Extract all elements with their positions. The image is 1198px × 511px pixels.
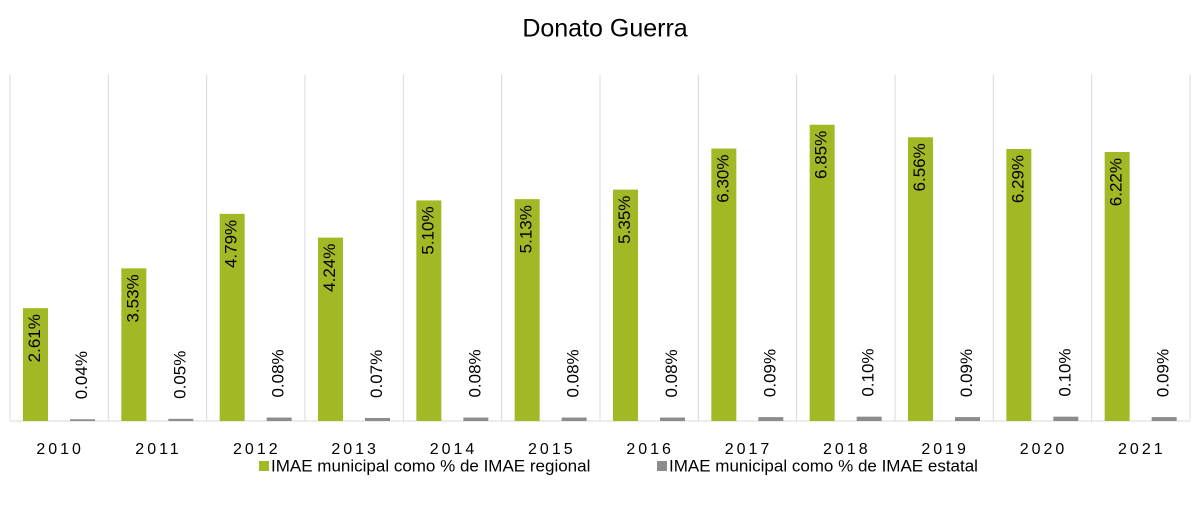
value-label: 0.10% bbox=[859, 348, 878, 396]
x-tick-label: 2014 bbox=[430, 441, 478, 458]
value-label: 6.29% bbox=[1008, 155, 1027, 203]
x-tick-label: 2020 bbox=[1020, 441, 1068, 458]
bar bbox=[561, 417, 587, 421]
x-tick-label: 2011 bbox=[135, 441, 181, 458]
value-label: 0.08% bbox=[662, 349, 681, 397]
bar bbox=[70, 419, 95, 421]
value-label: 0.08% bbox=[564, 349, 583, 397]
legend-swatch bbox=[259, 461, 269, 471]
value-label: 0.09% bbox=[957, 349, 976, 397]
bar bbox=[514, 199, 540, 421]
value-label: 6.22% bbox=[1107, 158, 1126, 206]
value-label: 4.24% bbox=[320, 244, 339, 292]
bar bbox=[758, 417, 784, 421]
x-tick-label: 2019 bbox=[921, 441, 969, 458]
bar bbox=[613, 189, 638, 421]
bar bbox=[1104, 151, 1130, 422]
bar bbox=[219, 213, 245, 421]
chart-title: Donato Guerra bbox=[522, 15, 687, 43]
x-tick-label: 2012 bbox=[233, 441, 281, 458]
value-label: 6.30% bbox=[713, 155, 732, 203]
bar bbox=[23, 308, 48, 421]
x-tick-label: 2016 bbox=[626, 441, 674, 458]
value-label: 6.85% bbox=[812, 131, 831, 179]
value-label: 5.13% bbox=[517, 205, 536, 253]
x-tick-label: 2017 bbox=[725, 441, 773, 458]
value-label: 6.56% bbox=[910, 143, 929, 191]
legend-label: IMAE municipal como % de IMAE estatal bbox=[669, 456, 978, 475]
x-tick-label: 2015 bbox=[528, 441, 576, 458]
bar bbox=[1053, 416, 1079, 421]
bar bbox=[955, 417, 980, 421]
bar bbox=[809, 124, 835, 422]
bar bbox=[168, 418, 194, 421]
x-tick-label: 2021 bbox=[1118, 441, 1166, 458]
value-label: 0.08% bbox=[269, 349, 288, 397]
bar bbox=[416, 200, 442, 421]
value-label: 0.08% bbox=[465, 349, 484, 397]
value-label: 0.09% bbox=[760, 349, 779, 397]
bar bbox=[266, 417, 292, 421]
value-label: 0.07% bbox=[367, 350, 386, 398]
value-label: 0.09% bbox=[1154, 349, 1173, 397]
x-tick-label: 2013 bbox=[331, 441, 379, 458]
bar bbox=[908, 137, 933, 421]
bar bbox=[660, 417, 685, 421]
x-tick-label: 2010 bbox=[36, 441, 84, 458]
bar bbox=[711, 148, 737, 421]
bar bbox=[121, 268, 147, 421]
x-tick-label: 2018 bbox=[823, 441, 871, 458]
legend-swatch bbox=[657, 461, 667, 471]
bar bbox=[856, 416, 882, 421]
bar bbox=[1006, 148, 1032, 421]
bar bbox=[318, 237, 343, 421]
value-label: 3.53% bbox=[123, 274, 142, 322]
value-label: 0.04% bbox=[72, 351, 91, 399]
value-label: 0.10% bbox=[1055, 348, 1074, 396]
value-label: 2.61% bbox=[25, 314, 44, 362]
value-label: 0.05% bbox=[170, 351, 189, 399]
bar bbox=[365, 417, 390, 421]
value-label: 5.10% bbox=[418, 206, 437, 254]
bar bbox=[1151, 417, 1177, 421]
value-label: 5.35% bbox=[615, 196, 634, 244]
value-label: 4.79% bbox=[222, 220, 241, 268]
bar bbox=[463, 417, 489, 421]
legend-label: IMAE municipal como % de IMAE regional bbox=[271, 456, 590, 475]
